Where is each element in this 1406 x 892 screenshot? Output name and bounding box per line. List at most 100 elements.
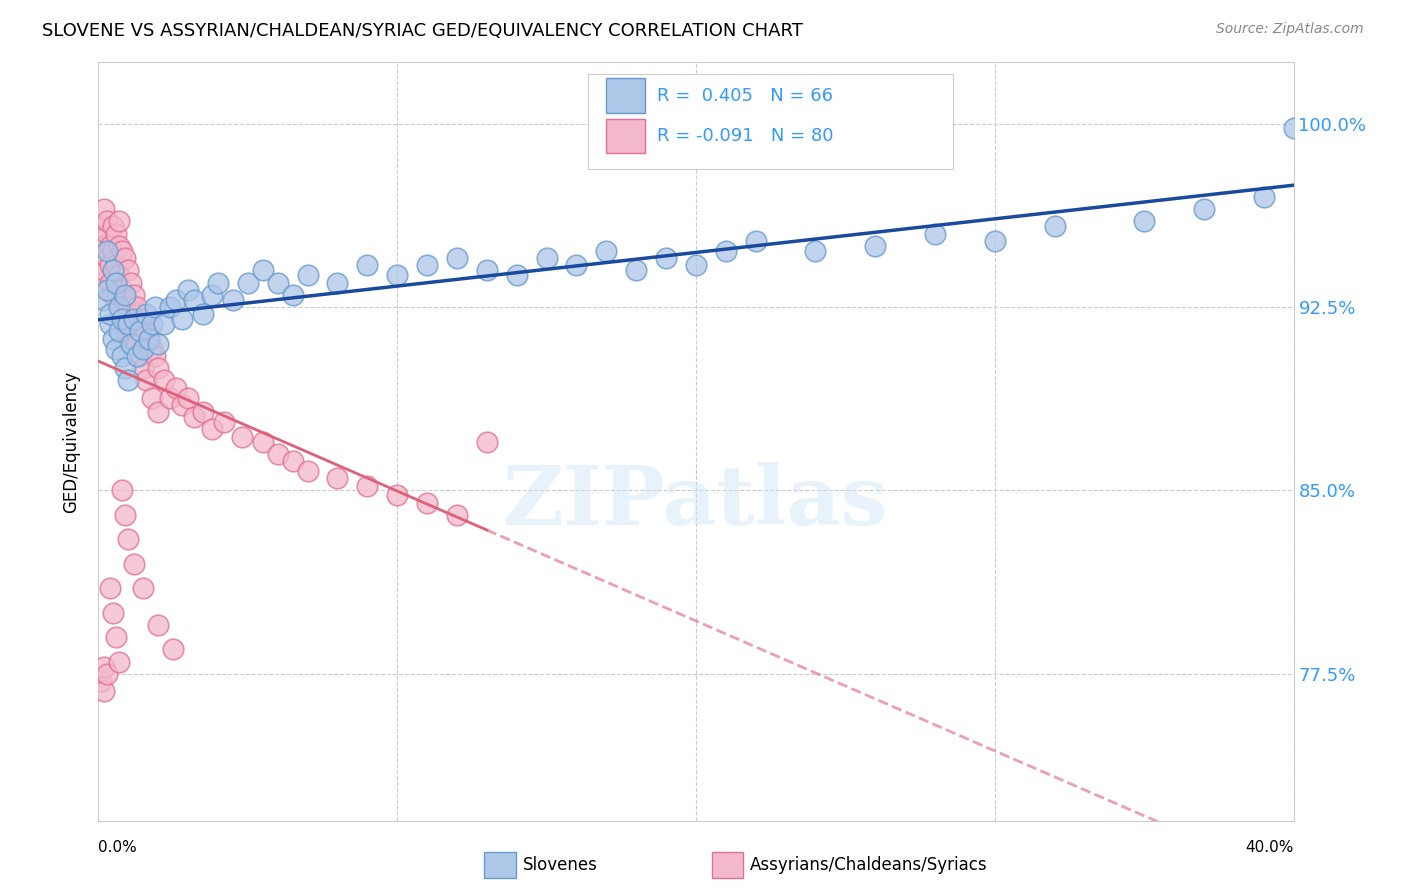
- Text: 40.0%: 40.0%: [1246, 840, 1294, 855]
- Point: [162, 642, 184, 657]
- Point: [172, 398, 194, 412]
- Point: [201, 422, 224, 436]
- Point: [120, 336, 142, 351]
- Point: [212, 415, 235, 429]
- Point: [506, 268, 529, 283]
- Point: [297, 464, 319, 478]
- Point: [132, 317, 155, 331]
- Point: [183, 293, 205, 307]
- Point: [108, 214, 131, 228]
- Point: [207, 276, 229, 290]
- FancyBboxPatch shape: [606, 78, 644, 113]
- Point: [111, 283, 134, 297]
- Point: [148, 361, 170, 376]
- Point: [108, 325, 131, 339]
- Point: [108, 300, 131, 314]
- Point: [141, 317, 163, 331]
- Point: [103, 332, 125, 346]
- Point: [90, 276, 112, 290]
- Point: [111, 483, 134, 498]
- Point: [105, 259, 128, 273]
- Point: [267, 447, 290, 461]
- Point: [93, 293, 115, 307]
- Point: [103, 606, 125, 620]
- Point: [117, 332, 139, 346]
- Point: [90, 674, 112, 689]
- Point: [93, 202, 115, 217]
- Point: [135, 325, 157, 339]
- Point: [326, 471, 349, 485]
- Point: [416, 259, 439, 273]
- Point: [129, 312, 152, 326]
- Point: [153, 373, 176, 387]
- Point: [326, 276, 349, 290]
- Y-axis label: GED/Equivalency: GED/Equivalency: [62, 370, 80, 513]
- Point: [356, 478, 378, 492]
- Text: SLOVENE VS ASSYRIAN/CHALDEAN/SYRIAC GED/EQUIVALENCY CORRELATION CHART: SLOVENE VS ASSYRIAN/CHALDEAN/SYRIAC GED/…: [42, 22, 803, 40]
- Point: [281, 287, 304, 301]
- Point: [685, 259, 707, 273]
- Point: [132, 582, 155, 596]
- Point: [177, 283, 200, 297]
- Point: [565, 259, 588, 273]
- Point: [138, 332, 160, 346]
- Point: [111, 244, 134, 258]
- Point: [714, 244, 737, 258]
- Point: [135, 373, 157, 387]
- Point: [127, 336, 149, 351]
- Point: [191, 307, 214, 321]
- Point: [96, 244, 118, 258]
- Point: [129, 325, 152, 339]
- Point: [626, 263, 648, 277]
- Point: [117, 533, 139, 547]
- Point: [141, 391, 163, 405]
- Point: [96, 251, 118, 265]
- Point: [1192, 202, 1215, 217]
- Point: [93, 263, 115, 277]
- Point: [165, 381, 187, 395]
- Point: [120, 276, 142, 290]
- Point: [114, 325, 136, 339]
- Point: [105, 630, 128, 644]
- Point: [117, 317, 139, 331]
- Point: [252, 263, 274, 277]
- Point: [1282, 121, 1305, 136]
- Point: [924, 227, 946, 241]
- Point: [655, 251, 678, 265]
- Point: [111, 312, 134, 326]
- Text: R = -0.091   N = 80: R = -0.091 N = 80: [657, 127, 832, 145]
- Point: [297, 268, 319, 283]
- Text: Slovenes: Slovenes: [523, 855, 598, 873]
- Point: [96, 283, 118, 297]
- Point: [159, 391, 181, 405]
- Point: [231, 430, 253, 444]
- Point: [804, 244, 827, 258]
- Point: [153, 317, 176, 331]
- Point: [96, 666, 118, 681]
- Point: [98, 276, 122, 290]
- Point: [446, 251, 468, 265]
- Point: [117, 373, 139, 387]
- Point: [1133, 214, 1156, 228]
- Point: [385, 268, 409, 283]
- Point: [177, 391, 200, 405]
- Point: [111, 312, 134, 326]
- Point: [536, 251, 558, 265]
- Point: [385, 488, 409, 502]
- Point: [267, 276, 290, 290]
- Text: ZIPatlas: ZIPatlas: [503, 462, 889, 542]
- Point: [138, 332, 160, 346]
- Point: [93, 659, 115, 673]
- Point: [252, 434, 274, 449]
- FancyBboxPatch shape: [485, 852, 516, 878]
- Point: [108, 239, 131, 253]
- Point: [105, 342, 128, 356]
- Point: [135, 307, 157, 321]
- Point: [98, 307, 122, 321]
- Point: [984, 234, 1007, 248]
- Point: [98, 239, 122, 253]
- Point: [114, 361, 136, 376]
- FancyBboxPatch shape: [606, 119, 644, 153]
- Point: [1253, 190, 1275, 204]
- Point: [356, 259, 378, 273]
